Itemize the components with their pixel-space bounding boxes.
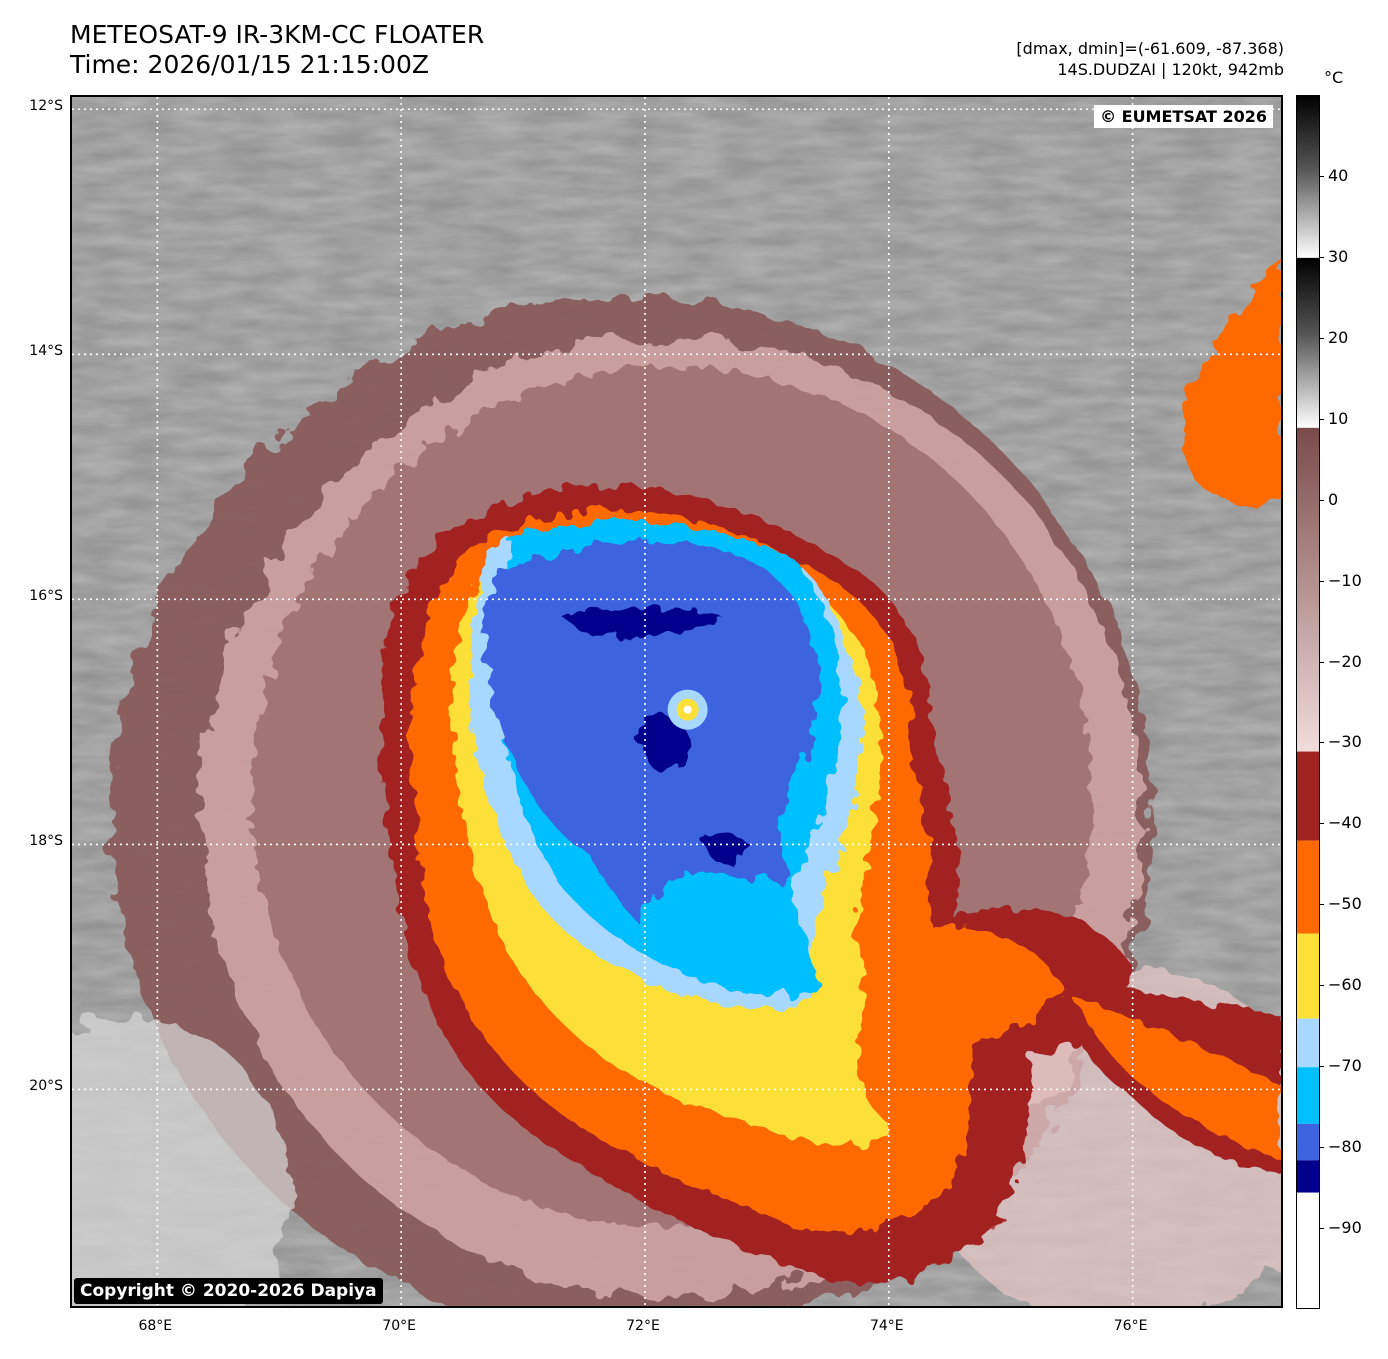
eumetsat-credit: © EUMETSAT 2026 <box>1094 105 1273 128</box>
colorbar-tick-label: −90 <box>1328 1218 1362 1238</box>
colorbar-unit: °C <box>1324 68 1344 87</box>
cold-cloud-navy-2 <box>638 715 692 770</box>
colorbar-tick-mark <box>1319 661 1324 663</box>
colorbar-segment <box>1297 1160 1319 1193</box>
colorbar-tick-label: 30 <box>1328 246 1349 266</box>
colorbar-tick-mark <box>1319 742 1324 744</box>
latitude-label: 18°S <box>29 833 63 850</box>
colorbar-segment <box>1297 1192 1319 1308</box>
longitude-label: 68°E <box>138 1318 173 1334</box>
colorbar-segment <box>1297 257 1319 428</box>
graticule <box>72 97 1281 1306</box>
latitude-label: 20°S <box>29 1078 63 1095</box>
colorbar-tick-mark <box>1319 1228 1324 1230</box>
colorbar-canvas <box>1297 96 1319 1308</box>
satellite-map: © EUMETSAT 2026 Copyright © 2020-2026 Da… <box>70 95 1283 1308</box>
colorbar-tick-label: −10 <box>1328 570 1362 590</box>
temperature-colorbar <box>1296 95 1320 1309</box>
colorbar-segment <box>1297 933 1319 1019</box>
colorbar-tick-mark <box>1319 985 1324 987</box>
colorbar-tick-label: −80 <box>1328 1137 1362 1157</box>
colorbar-tick-label: 20 <box>1328 327 1349 347</box>
longitude-label: 76°E <box>1113 1318 1148 1334</box>
colorbar-tick-label: −50 <box>1328 894 1362 914</box>
colorbar-tick-mark <box>1319 337 1324 339</box>
eye-core <box>683 705 692 714</box>
colorbar-tick-label: 40 <box>1328 165 1349 185</box>
colorbar-tick-label: −40 <box>1328 813 1362 833</box>
colorbar-tick-mark <box>1319 1147 1324 1149</box>
colorbar-tick-label: −20 <box>1328 651 1362 671</box>
colorbar-segment <box>1297 427 1319 752</box>
colorbar-tick-label: −30 <box>1328 732 1362 752</box>
map-canvas <box>72 97 1281 1306</box>
latitude-label: 14°S <box>29 343 63 360</box>
colorbar-segment <box>1297 840 1319 934</box>
band-orange-northeast <box>1182 258 1281 504</box>
title-block: METEOSAT-9 IR-3KM-CC FLOATER Time: 2026/… <box>70 20 484 80</box>
colorbar-tick-label: −60 <box>1328 975 1362 995</box>
colorbar-segment <box>1297 1067 1319 1124</box>
colorbar-tick-label: 10 <box>1328 408 1349 428</box>
band-orange-east <box>1072 997 1281 1157</box>
longitude-label: 74°E <box>869 1318 904 1334</box>
cold-cloud-navy-3 <box>705 833 752 863</box>
longitude-label: 70°E <box>382 1318 416 1334</box>
colorbar-tick-mark <box>1319 904 1324 906</box>
colorbar-tick-mark <box>1319 499 1324 501</box>
dapiya-copyright: Copyright © 2020-2026 Dapiya <box>74 1278 383 1304</box>
info-block: [dmax, dmin]=(-61.609, -87.368) 14S.DUDZ… <box>1016 38 1284 80</box>
colorbar-segment <box>1297 96 1319 258</box>
storm-eye <box>667 689 708 730</box>
longitude-label: 72°E <box>626 1318 660 1334</box>
latitude-label: 16°S <box>29 588 63 605</box>
colorbar-tick-mark <box>1319 580 1324 582</box>
colorbar-segment <box>1297 1018 1319 1068</box>
dmax-dmin-readout: [dmax, dmin]=(-61.609, -87.368) <box>1016 39 1284 58</box>
colorbar-tick-mark <box>1319 823 1324 825</box>
colorbar-tick-mark <box>1319 1066 1324 1068</box>
colorbar-tick-label: 0 <box>1328 489 1339 509</box>
colorbar-tick-mark <box>1319 175 1324 177</box>
cold-cloud-navy <box>562 607 722 638</box>
storm-info: 14S.DUDZAI | 120kt, 942mb <box>1057 60 1284 79</box>
colorbar-tick-mark <box>1319 256 1324 258</box>
product-title: METEOSAT-9 IR-3KM-CC FLOATER <box>70 20 485 49</box>
colorbar-segment <box>1297 751 1319 841</box>
colorbar-tick-mark <box>1319 418 1324 420</box>
latitude-label: 12°S <box>29 98 63 115</box>
colorbar-tick-label: −70 <box>1328 1056 1362 1076</box>
timestamp: Time: 2026/01/15 21:15:00Z <box>70 50 429 79</box>
colorbar-segment <box>1297 1123 1319 1161</box>
